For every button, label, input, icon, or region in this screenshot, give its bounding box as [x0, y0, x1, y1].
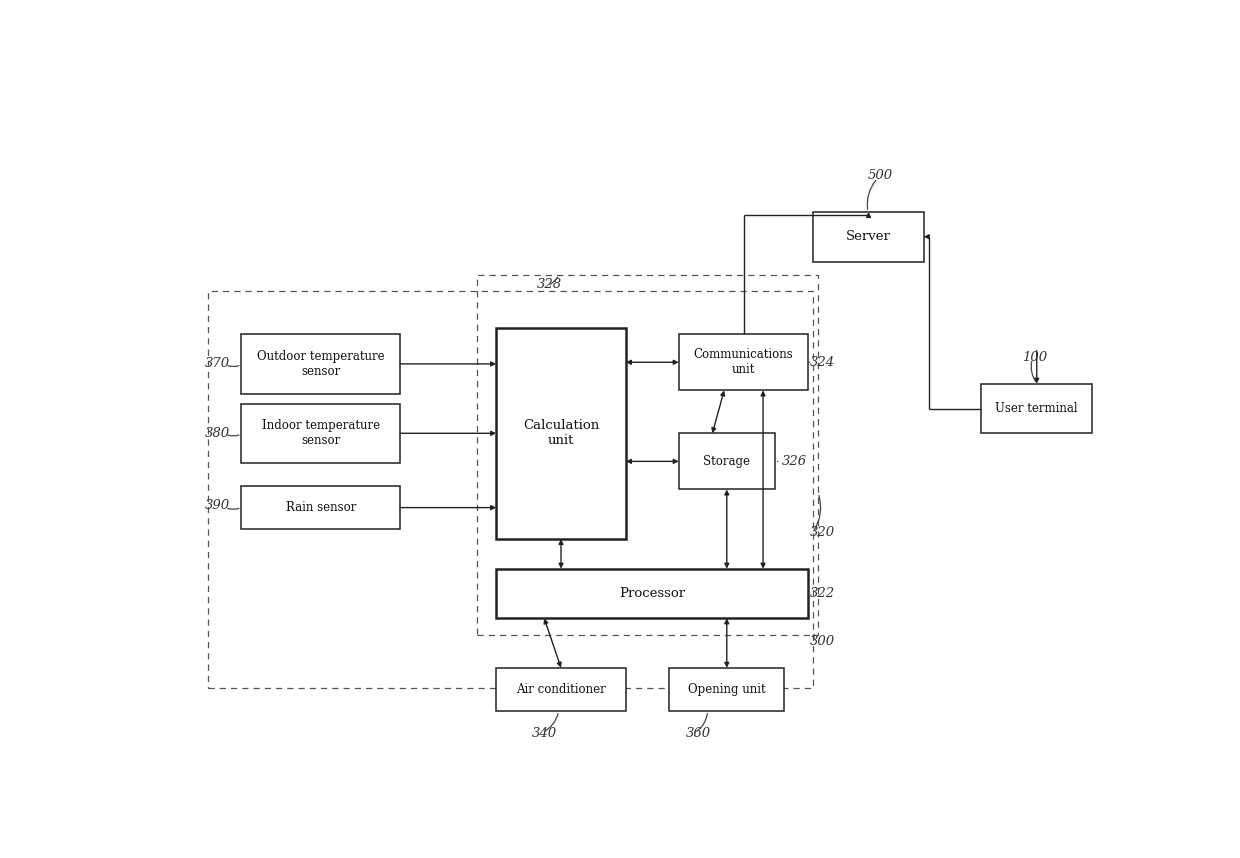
Bar — [477, 275, 818, 635]
Text: 320: 320 — [810, 526, 836, 539]
Bar — [813, 212, 924, 262]
Bar — [496, 328, 626, 539]
Bar — [242, 335, 401, 394]
Text: Rain sensor: Rain sensor — [285, 501, 356, 514]
Text: 360: 360 — [686, 728, 711, 740]
Text: User terminal: User terminal — [996, 402, 1078, 415]
Text: Calculation
unit: Calculation unit — [523, 420, 599, 447]
Bar — [678, 433, 775, 489]
Text: 500: 500 — [868, 169, 893, 182]
Text: 300: 300 — [810, 635, 836, 648]
Text: Storage: Storage — [703, 455, 750, 468]
Bar — [678, 335, 808, 390]
Bar — [496, 668, 626, 710]
Text: Opening unit: Opening unit — [688, 683, 765, 696]
Text: Outdoor temperature
sensor: Outdoor temperature sensor — [257, 350, 384, 378]
Text: Indoor temperature
sensor: Indoor temperature sensor — [262, 420, 379, 447]
Bar — [208, 291, 813, 687]
Text: 326: 326 — [781, 456, 807, 468]
Bar — [496, 569, 808, 619]
Text: Air conditioner: Air conditioner — [516, 683, 606, 696]
Text: Processor: Processor — [619, 587, 686, 600]
Text: Server: Server — [846, 230, 892, 244]
Text: 370: 370 — [205, 358, 231, 371]
Bar — [670, 668, 785, 710]
Text: 380: 380 — [205, 426, 231, 440]
Bar — [982, 384, 1092, 433]
Text: 322: 322 — [810, 587, 836, 600]
Text: 340: 340 — [532, 728, 557, 740]
Text: 100: 100 — [1022, 351, 1047, 364]
Text: 328: 328 — [537, 278, 562, 291]
Text: Communications
unit: Communications unit — [693, 348, 794, 377]
Text: 390: 390 — [205, 499, 231, 512]
Bar — [242, 403, 401, 463]
Text: 324: 324 — [810, 356, 836, 369]
Bar — [242, 486, 401, 529]
